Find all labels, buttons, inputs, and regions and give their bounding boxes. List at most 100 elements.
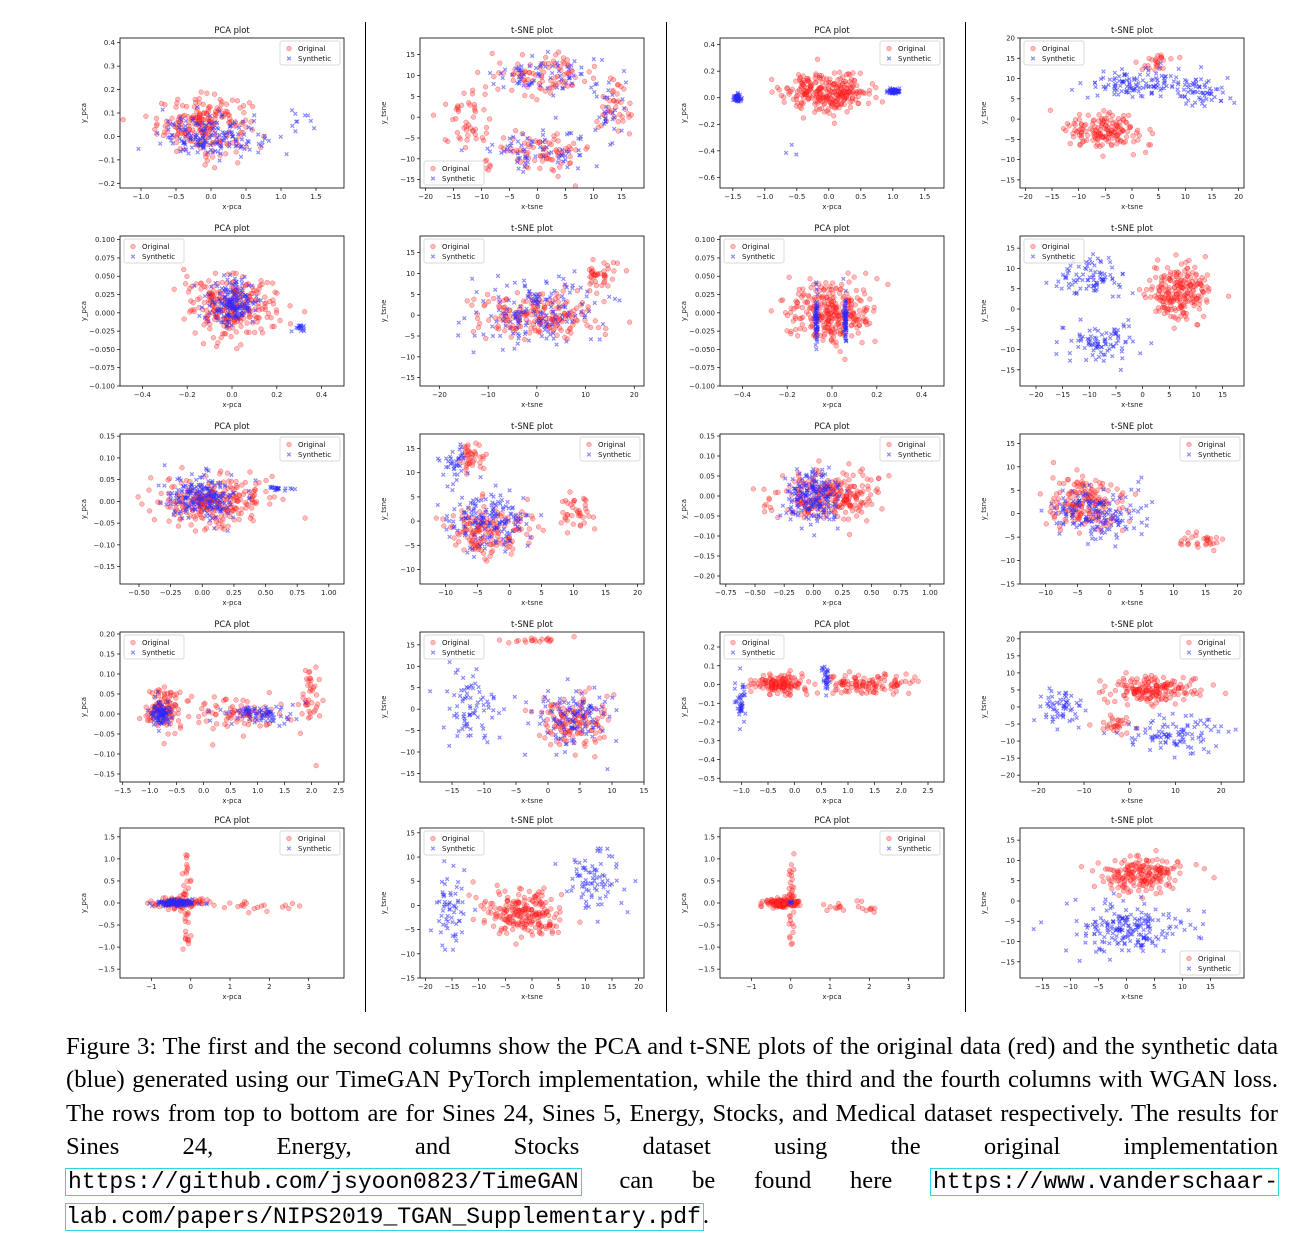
original-point: [793, 93, 800, 100]
synthetic-point: [544, 313, 549, 318]
legend-original-marker: [286, 441, 292, 448]
original-point: [833, 84, 840, 91]
synthetic-point: [1136, 80, 1141, 86]
original-point: [458, 102, 465, 108]
original-point: [477, 460, 483, 466]
original-point: [160, 132, 167, 139]
synthetic-point: [479, 542, 485, 547]
original-point: [833, 104, 839, 111]
original-point: [246, 314, 252, 320]
original-point: [833, 309, 839, 315]
original-point: [815, 98, 821, 104]
synthetic-point: [794, 503, 800, 508]
original-point: [865, 100, 872, 107]
synthetic-point: [222, 130, 227, 136]
synthetic-point: [1148, 84, 1153, 89]
original-point: [519, 52, 526, 58]
synthetic-point: [1108, 331, 1114, 337]
original-point: [477, 464, 484, 470]
original-point: [474, 315, 481, 322]
original-point: [799, 294, 805, 300]
original-point: [821, 94, 827, 100]
original-point: [233, 270, 239, 277]
synthetic-point: [564, 285, 570, 290]
original-point: [774, 84, 781, 91]
original-point: [465, 452, 471, 458]
original-point: [559, 498, 566, 505]
original-point: [197, 113, 203, 119]
synthetic-point: [487, 534, 492, 540]
original-point: [473, 540, 480, 547]
original-point: [207, 326, 213, 332]
original-point: [844, 81, 850, 88]
synthetic-point: [259, 143, 264, 149]
original-point: [1100, 134, 1107, 140]
synthetic-point: [612, 115, 617, 120]
original-point: [1176, 285, 1182, 292]
original-point: [588, 274, 595, 280]
original-point: [803, 89, 810, 96]
original-point: [848, 503, 854, 509]
original-point: [175, 131, 181, 137]
original-point: [805, 96, 811, 103]
original-point: [821, 286, 827, 293]
original-point: [259, 330, 266, 336]
original-point: [833, 316, 839, 322]
synthetic-point: [223, 135, 229, 140]
original-point: [1185, 284, 1191, 290]
synthetic-point: [201, 128, 206, 133]
original-point: [521, 336, 528, 342]
original-point: [201, 322, 207, 328]
synthetic-point: [523, 329, 528, 335]
synthetic-point: [166, 491, 171, 496]
original-point: [847, 502, 853, 508]
synthetic-point: [460, 455, 466, 461]
original-point: [1202, 254, 1208, 260]
original-point: [454, 129, 461, 136]
synthetic-point: [1114, 330, 1119, 336]
original-point: [836, 105, 842, 111]
original-point: [1124, 120, 1130, 126]
original-point: [211, 292, 217, 298]
synthetic-point: [244, 305, 250, 310]
original-point: [1181, 295, 1187, 301]
original-point: [852, 302, 858, 308]
original-point: [509, 87, 515, 93]
original-point: [1193, 283, 1199, 289]
original-point: [229, 507, 236, 513]
original-point: [495, 530, 502, 537]
synthetic-point: [490, 324, 495, 329]
original-point: [545, 155, 551, 161]
synthetic-point: [222, 285, 228, 291]
synthetic-point: [229, 323, 234, 328]
original-point: [844, 93, 850, 99]
synthetic-point: [843, 300, 848, 306]
synthetic-point: [832, 492, 837, 498]
synthetic-point: [522, 284, 528, 289]
original-point: [1096, 118, 1102, 124]
original-point: [835, 316, 841, 323]
original-point: [840, 80, 846, 87]
synthetic-point: [1116, 74, 1122, 79]
y-tick-label: −5: [405, 333, 415, 341]
original-point: [781, 94, 787, 100]
original-point: [214, 105, 220, 111]
synthetic-point: [1092, 80, 1098, 86]
original-point: [820, 94, 826, 100]
original-point: [225, 523, 231, 529]
synthetic-point: [1193, 77, 1199, 83]
synthetic-point: [488, 313, 494, 319]
synthetic-point: [553, 317, 558, 322]
original-point: [1182, 276, 1188, 283]
original-point: [828, 329, 834, 335]
y-tick-label: −15: [1000, 176, 1015, 184]
original-point: [240, 119, 246, 126]
synthetic-point: [221, 490, 226, 496]
original-point: [789, 86, 795, 92]
original-point: [455, 103, 461, 109]
original-point: [623, 268, 630, 274]
original-point: [850, 83, 856, 89]
y-tick-label: 10: [1006, 75, 1015, 83]
synthetic-point: [1088, 334, 1094, 339]
